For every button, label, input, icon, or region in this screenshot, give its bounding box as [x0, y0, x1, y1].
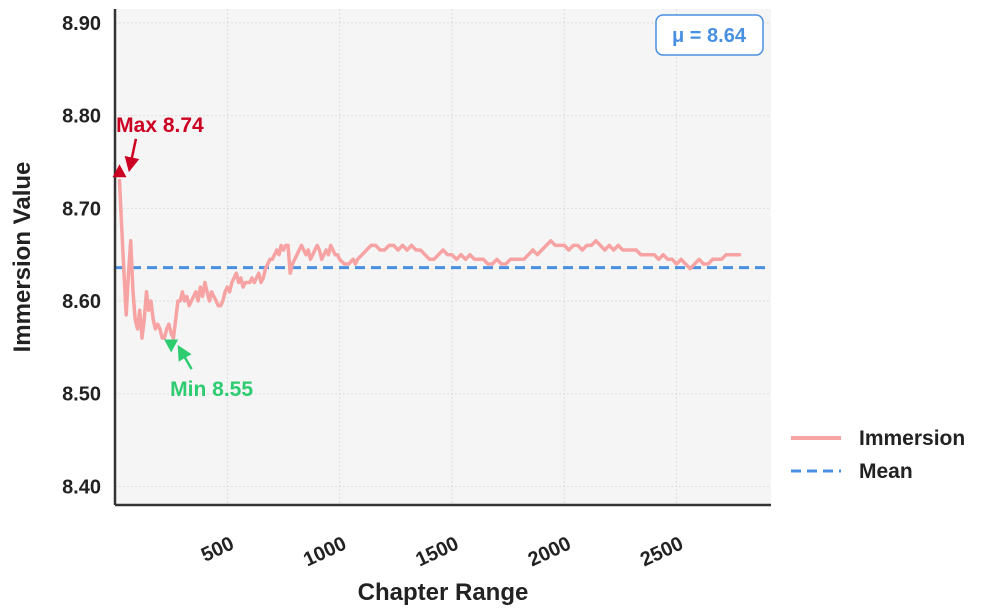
y-tick-label: 8.40: [62, 476, 101, 498]
axes: [113, 9, 771, 507]
x-tick-label: 1500: [412, 533, 462, 572]
legend-label-immersion: Immersion: [859, 427, 965, 450]
y-tick-label: 8.70: [62, 198, 101, 220]
y-tick-label: 8.50: [62, 384, 101, 406]
y-tick-label: 8.60: [62, 291, 101, 313]
x-tick-label: 2000: [525, 533, 575, 572]
annotation-arrow-1: [177, 344, 193, 370]
annotation-arrow-0: [124, 138, 140, 173]
plot-background: [115, 9, 771, 505]
immersion-series-line: [117, 178, 742, 340]
immersion-line-group: [117, 178, 742, 340]
mean-box-label: μ = 8.64: [672, 25, 747, 47]
legend-label-mean: Mean: [859, 460, 913, 483]
mean-value-box: μ = 8.64: [655, 14, 764, 56]
annotation-label-1: Min 8.55: [170, 378, 253, 401]
legend: Immersion Mean: [791, 427, 965, 483]
x-tick-label: 1000: [300, 533, 350, 572]
annotations: Max 8.74 Min 8.55 μ = 8.64: [112, 14, 764, 401]
x-tick-label: 500: [198, 533, 238, 567]
y-tick-label: 8.90: [62, 13, 101, 35]
annotation-label-0: Max 8.74: [116, 114, 204, 137]
x-axis-title: Chapter Range: [358, 579, 529, 606]
annotation-marker-1: [164, 339, 179, 353]
y-tick-label: 8.80: [62, 106, 101, 128]
mean-box-frame: [655, 14, 764, 56]
annotation-marker-0: [112, 164, 127, 178]
y-axis-title: Immersion Value: [9, 162, 36, 353]
x-tick-label: 2500: [637, 533, 687, 572]
